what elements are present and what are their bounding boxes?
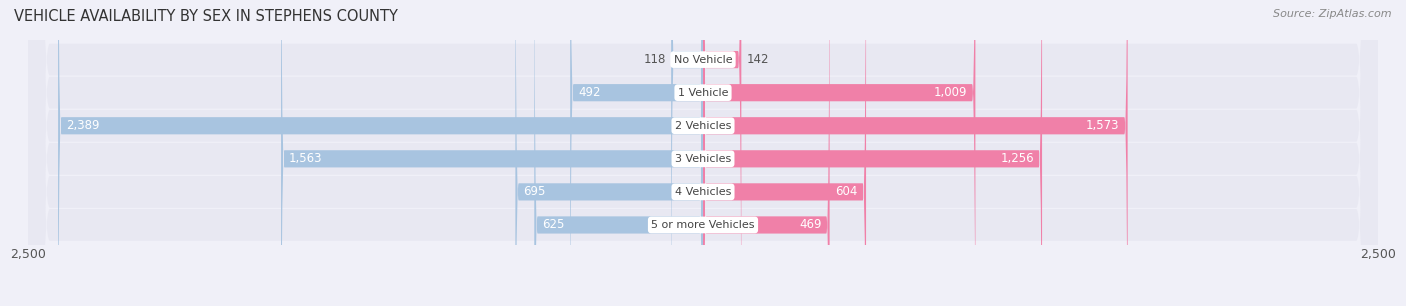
FancyBboxPatch shape	[703, 0, 741, 306]
FancyBboxPatch shape	[28, 0, 1378, 306]
FancyBboxPatch shape	[571, 0, 703, 306]
Text: VEHICLE AVAILABILITY BY SEX IN STEPHENS COUNTY: VEHICLE AVAILABILITY BY SEX IN STEPHENS …	[14, 9, 398, 24]
FancyBboxPatch shape	[28, 0, 1378, 306]
FancyBboxPatch shape	[703, 0, 1128, 306]
FancyBboxPatch shape	[703, 0, 1042, 306]
FancyBboxPatch shape	[534, 0, 703, 306]
FancyBboxPatch shape	[281, 0, 703, 306]
FancyBboxPatch shape	[28, 0, 1378, 306]
Text: 1 Vehicle: 1 Vehicle	[678, 88, 728, 98]
Text: 118: 118	[644, 53, 666, 66]
Text: 1,256: 1,256	[1000, 152, 1033, 165]
Text: 1,573: 1,573	[1085, 119, 1119, 132]
Text: 4 Vehicles: 4 Vehicles	[675, 187, 731, 197]
Text: 469: 469	[799, 218, 821, 231]
Text: 3 Vehicles: 3 Vehicles	[675, 154, 731, 164]
FancyBboxPatch shape	[28, 0, 1378, 306]
Text: 1,009: 1,009	[934, 86, 967, 99]
FancyBboxPatch shape	[703, 0, 976, 306]
Text: 2 Vehicles: 2 Vehicles	[675, 121, 731, 131]
Text: No Vehicle: No Vehicle	[673, 54, 733, 65]
FancyBboxPatch shape	[28, 0, 1378, 306]
FancyBboxPatch shape	[58, 0, 703, 306]
Text: 142: 142	[747, 53, 769, 66]
FancyBboxPatch shape	[703, 0, 866, 306]
Text: Source: ZipAtlas.com: Source: ZipAtlas.com	[1274, 9, 1392, 19]
Text: 5 or more Vehicles: 5 or more Vehicles	[651, 220, 755, 230]
FancyBboxPatch shape	[516, 0, 703, 306]
FancyBboxPatch shape	[671, 0, 703, 306]
FancyBboxPatch shape	[28, 0, 1378, 306]
Text: 695: 695	[523, 185, 546, 198]
Text: 604: 604	[835, 185, 858, 198]
Text: 1,563: 1,563	[290, 152, 322, 165]
Text: 625: 625	[543, 218, 565, 231]
Text: 2,389: 2,389	[66, 119, 100, 132]
FancyBboxPatch shape	[703, 0, 830, 306]
Text: 492: 492	[578, 86, 600, 99]
